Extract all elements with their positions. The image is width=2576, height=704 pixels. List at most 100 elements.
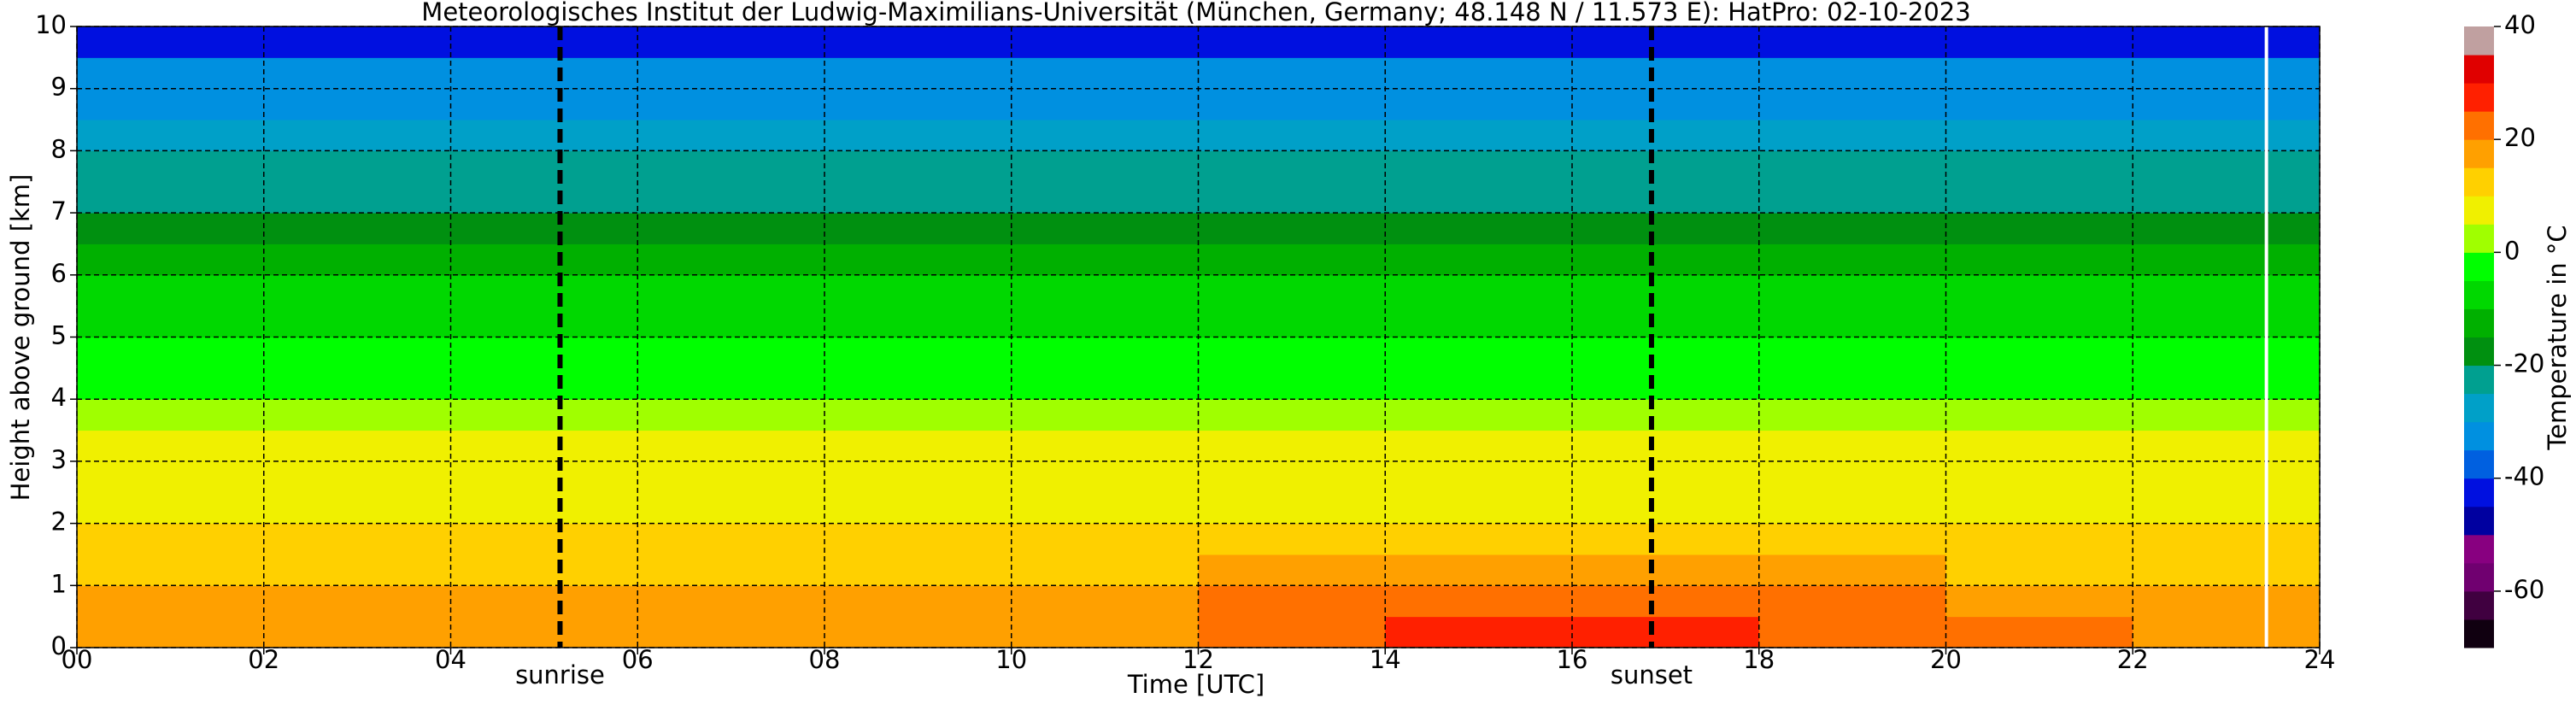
- colorbar-tick-label: 0: [2504, 236, 2520, 265]
- heatmap-cell: [637, 150, 825, 183]
- heatmap-cell: [77, 430, 265, 462]
- heatmap-cell: [2133, 57, 2321, 90]
- x-tick-label: 06: [622, 645, 654, 674]
- heatmap-cell: [1385, 430, 1573, 462]
- y-tick-label: 4: [51, 383, 67, 412]
- heatmap-cell: [1385, 337, 1573, 369]
- heatmap-cell: [1385, 57, 1573, 90]
- heatmap-cell: [1945, 306, 2133, 337]
- heatmap-cell: [1011, 616, 1199, 648]
- heatmap-cell: [824, 337, 1012, 369]
- colorbar-segment: [2464, 590, 2494, 620]
- heatmap-cell: [1945, 26, 2133, 58]
- heatmap-cell: [637, 88, 825, 120]
- heatmap-cell: [1011, 554, 1199, 586]
- heatmap-cell: [450, 120, 638, 151]
- heatmap-cell: [1011, 213, 1199, 244]
- heatmap-cell: [263, 554, 451, 586]
- heatmap-cell: [824, 430, 1012, 462]
- heatmap-cell: [1758, 26, 1946, 58]
- colorbar-segment: [2464, 83, 2494, 112]
- colorbar-label: Temperature in °C: [2543, 225, 2572, 450]
- colorbar-segment: [2464, 506, 2494, 536]
- y-tick-label: 9: [51, 73, 67, 102]
- y-tick-label: 1: [51, 569, 67, 598]
- heatmap-cell: [1945, 213, 2133, 244]
- heatmap-cell: [1198, 306, 1386, 337]
- colorbar-segment: [2464, 26, 2494, 56]
- heatmap-cell: [1385, 399, 1573, 431]
- colorbar-segment: [2464, 393, 2494, 423]
- heatmap-cell: [637, 120, 825, 151]
- x-tick-label: 04: [435, 645, 466, 674]
- heatmap-cell: [1945, 585, 2133, 618]
- heatmap-cell: [2133, 585, 2321, 618]
- heatmap-cell: [450, 243, 638, 276]
- colorbar-segment: [2464, 280, 2494, 309]
- heatmap-cell: [450, 181, 638, 214]
- heatmap-cell: [1758, 430, 1946, 462]
- heatmap-cell: [824, 523, 1012, 555]
- heatmap-cell: [1758, 367, 1946, 400]
- colorbar-segment: [2464, 421, 2494, 451]
- heatmap-cell: [1945, 367, 2133, 400]
- heatmap-cell: [77, 492, 265, 525]
- heatmap-cell: [1572, 430, 1760, 462]
- heatmap-cell: [450, 57, 638, 90]
- heatmap-cell: [1572, 243, 1760, 276]
- x-tick-label: 16: [1557, 645, 1588, 674]
- heatmap-cell: [450, 337, 638, 369]
- plot-frame: [76, 26, 2321, 648]
- heatmap-cell: [263, 88, 451, 120]
- heatmap-cell: [2133, 274, 2321, 307]
- heatmap-cell: [1572, 399, 1760, 431]
- heatmap-cell: [824, 399, 1012, 431]
- heatmap-cell: [2133, 88, 2321, 120]
- heatmap-cell: [1011, 243, 1199, 276]
- heatmap-cell: [77, 461, 265, 493]
- colorbar-segment: [2464, 619, 2494, 648]
- colorbar-segment: [2464, 55, 2494, 84]
- heatmap-cell: [77, 243, 265, 276]
- heatmap-cell: [450, 150, 638, 183]
- heatmap-cell: [1572, 88, 1760, 120]
- heatmap-cell: [1385, 88, 1573, 120]
- heatmap-cell: [824, 585, 1012, 618]
- heatmap-cell: [77, 616, 265, 648]
- heatmap-cell: [263, 306, 451, 337]
- heatmap-cell: [450, 88, 638, 120]
- heatmap-cell: [263, 430, 451, 462]
- heatmap-cell: [1758, 492, 1946, 525]
- colorbar-tick-label: -40: [2504, 462, 2544, 491]
- heatmap-cell: [1758, 337, 1946, 369]
- heatmap-cell: [824, 554, 1012, 586]
- heatmap-cell: [1198, 213, 1386, 244]
- heatmap-cell: [263, 26, 451, 58]
- y-tick-label: 5: [51, 321, 67, 350]
- heatmap-cell: [263, 523, 451, 555]
- x-tick-label: 12: [1182, 645, 1214, 674]
- heatmap-cell: [1011, 492, 1199, 525]
- colorbar-segment: [2464, 449, 2494, 479]
- colorbar-segment: [2464, 308, 2494, 337]
- colorbar-segment: [2464, 196, 2494, 225]
- heatmap-cell: [1011, 430, 1199, 462]
- colorbar-segment: [2464, 337, 2494, 367]
- heatmap-cell: [263, 57, 451, 90]
- heatmap-cell: [637, 430, 825, 462]
- x-tick-label: 10: [995, 645, 1027, 674]
- x-tick-label: 08: [809, 645, 841, 674]
- heatmap-cell: [637, 461, 825, 493]
- heatmap-cell: [1198, 243, 1386, 276]
- y-tick-label: 0: [51, 631, 67, 660]
- heatmap-cell: [77, 181, 265, 214]
- colorbar-segment: [2464, 534, 2494, 564]
- heatmap-cell: [1572, 26, 1760, 58]
- heatmap-cell: [1572, 274, 1760, 307]
- heatmap-cell: [637, 243, 825, 276]
- heatmap-cell: [263, 461, 451, 493]
- heatmap-cell: [637, 554, 825, 586]
- annotation-label: sunset: [1611, 660, 1693, 689]
- y-tick-label: 8: [51, 134, 67, 163]
- heatmap-cell: [1572, 306, 1760, 337]
